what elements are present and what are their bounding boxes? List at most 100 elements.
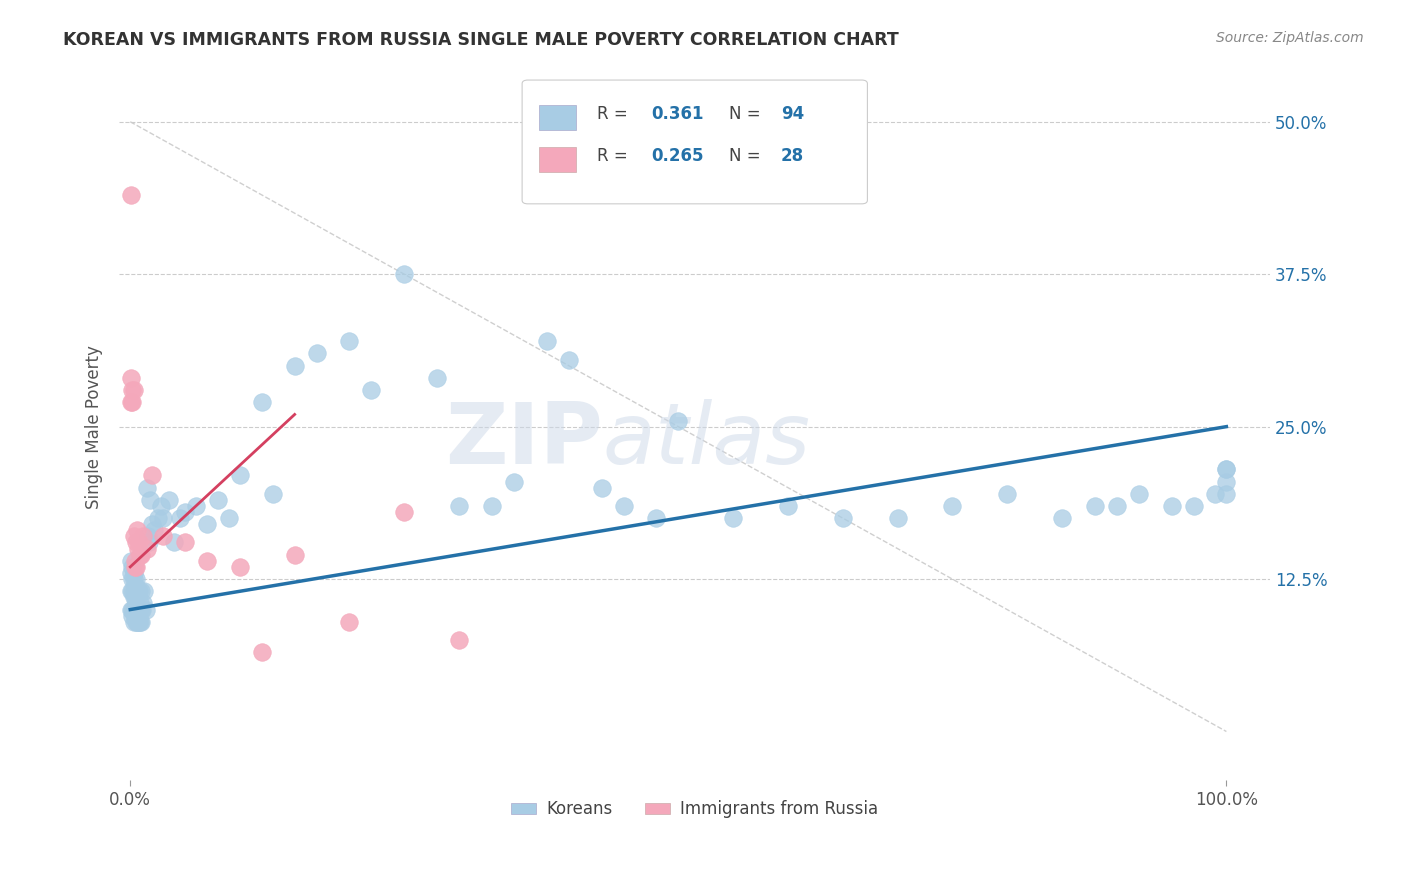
Point bbox=[284, 359, 307, 373]
Point bbox=[1050, 511, 1073, 525]
FancyBboxPatch shape bbox=[540, 104, 576, 129]
Point bbox=[129, 548, 152, 562]
Point bbox=[1215, 475, 1237, 489]
Point bbox=[591, 481, 613, 495]
Point bbox=[122, 591, 145, 605]
Text: R =: R = bbox=[598, 147, 633, 165]
Point bbox=[122, 572, 145, 586]
Point bbox=[174, 535, 197, 549]
Point bbox=[1128, 486, 1150, 500]
Point bbox=[721, 511, 744, 525]
Point bbox=[125, 535, 148, 549]
Point bbox=[121, 383, 143, 397]
Point bbox=[120, 602, 142, 616]
Y-axis label: Single Male Poverty: Single Male Poverty bbox=[86, 344, 103, 508]
Point bbox=[127, 584, 149, 599]
Point bbox=[121, 560, 143, 574]
Point bbox=[120, 188, 142, 202]
Point bbox=[127, 615, 149, 629]
Point bbox=[129, 615, 152, 629]
Point bbox=[169, 511, 191, 525]
Point bbox=[305, 346, 328, 360]
Point bbox=[122, 529, 145, 543]
Point bbox=[129, 548, 152, 562]
Point bbox=[141, 517, 163, 532]
Point bbox=[449, 499, 471, 513]
Point bbox=[128, 584, 150, 599]
Text: 0.265: 0.265 bbox=[651, 147, 703, 165]
Point bbox=[1215, 462, 1237, 476]
Point bbox=[136, 529, 159, 543]
Point bbox=[1215, 462, 1237, 476]
Text: 0.361: 0.361 bbox=[651, 105, 703, 123]
FancyBboxPatch shape bbox=[522, 80, 868, 204]
Point bbox=[174, 505, 197, 519]
Point bbox=[149, 499, 172, 513]
Point bbox=[125, 572, 148, 586]
Point bbox=[129, 584, 152, 599]
Point bbox=[831, 511, 853, 525]
Point bbox=[127, 602, 149, 616]
Point bbox=[125, 608, 148, 623]
Point bbox=[1215, 486, 1237, 500]
Point bbox=[122, 566, 145, 580]
Point bbox=[128, 602, 150, 616]
Point bbox=[120, 584, 142, 599]
Point bbox=[426, 371, 449, 385]
Point bbox=[195, 554, 218, 568]
Point bbox=[152, 529, 174, 543]
Point bbox=[121, 602, 143, 616]
Point bbox=[229, 560, 252, 574]
Text: ZIP: ZIP bbox=[444, 400, 603, 483]
Text: Source: ZipAtlas.com: Source: ZipAtlas.com bbox=[1216, 31, 1364, 45]
Point bbox=[125, 615, 148, 629]
Point bbox=[122, 383, 145, 397]
Point bbox=[124, 554, 146, 568]
Point bbox=[449, 633, 471, 648]
Text: atlas: atlas bbox=[603, 400, 811, 483]
Point bbox=[125, 560, 148, 574]
Point bbox=[339, 334, 361, 349]
Point bbox=[195, 517, 218, 532]
Point bbox=[120, 554, 142, 568]
Point bbox=[135, 481, 157, 495]
Text: 94: 94 bbox=[782, 105, 804, 123]
Legend: Koreans, Immigrants from Russia: Koreans, Immigrants from Russia bbox=[505, 794, 886, 825]
Point bbox=[886, 511, 908, 525]
Point bbox=[143, 524, 166, 538]
Point bbox=[132, 597, 155, 611]
Point bbox=[120, 395, 142, 409]
Point bbox=[218, 511, 240, 525]
Point bbox=[360, 383, 382, 397]
Point bbox=[394, 505, 416, 519]
Point bbox=[122, 584, 145, 599]
Point bbox=[134, 584, 156, 599]
Point bbox=[127, 541, 149, 556]
Point bbox=[157, 492, 180, 507]
Point bbox=[135, 541, 157, 556]
Point bbox=[481, 499, 503, 513]
Point bbox=[394, 267, 416, 281]
Point bbox=[146, 511, 169, 525]
Point bbox=[124, 560, 146, 574]
Point bbox=[184, 499, 207, 513]
Point bbox=[124, 591, 146, 605]
Point bbox=[129, 602, 152, 616]
Point bbox=[131, 602, 153, 616]
Text: R =: R = bbox=[598, 105, 633, 123]
Point bbox=[229, 468, 252, 483]
Point bbox=[125, 584, 148, 599]
Point bbox=[666, 413, 689, 427]
Point bbox=[132, 529, 155, 543]
Point bbox=[128, 615, 150, 629]
Point bbox=[1204, 486, 1226, 500]
Point bbox=[139, 492, 162, 507]
Point bbox=[163, 535, 186, 549]
Point bbox=[262, 486, 284, 500]
Text: KOREAN VS IMMIGRANTS FROM RUSSIA SINGLE MALE POVERTY CORRELATION CHART: KOREAN VS IMMIGRANTS FROM RUSSIA SINGLE … bbox=[63, 31, 898, 49]
Point bbox=[250, 395, 273, 409]
Point bbox=[124, 602, 146, 616]
Point bbox=[128, 535, 150, 549]
Point bbox=[152, 511, 174, 525]
Point bbox=[124, 608, 146, 623]
